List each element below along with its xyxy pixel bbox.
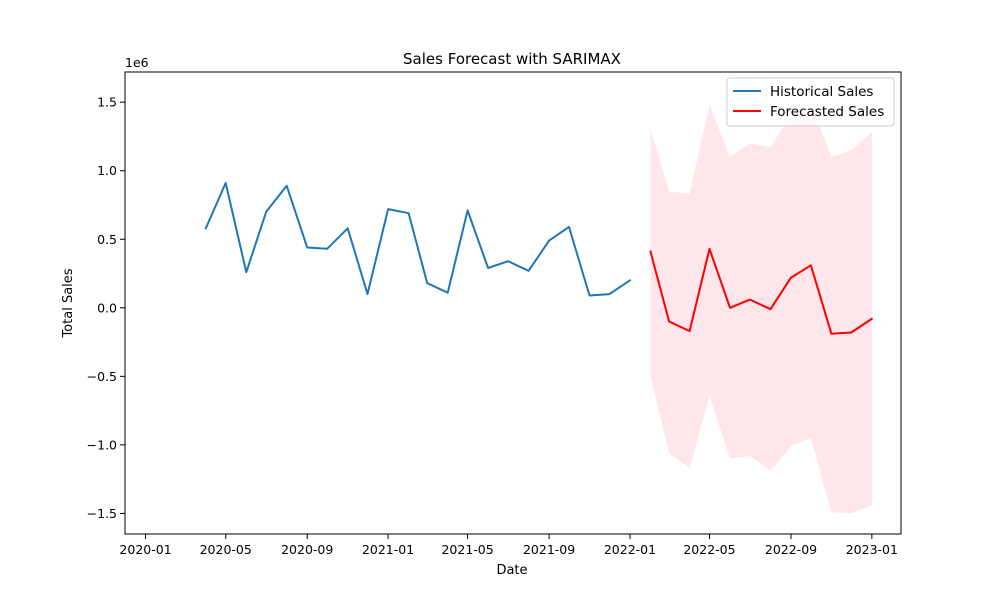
y-tick-label: 1.0 xyxy=(97,163,117,178)
x-tick-label: 2020-05 xyxy=(200,542,252,557)
x-tick-label: 2022-05 xyxy=(683,542,735,557)
x-tick-label: 2022-01 xyxy=(604,542,656,557)
plot-area-frame xyxy=(124,71,902,535)
confidence-band-layer xyxy=(650,104,872,514)
x-tick-label: 2023-01 xyxy=(846,542,898,557)
x-tick-label: 2022-09 xyxy=(765,542,817,557)
legend-box xyxy=(726,77,895,127)
x-tick-label: 2021-09 xyxy=(523,542,575,557)
y-tick-label: 0.5 xyxy=(97,232,117,247)
confidence-band xyxy=(650,104,872,514)
y-axis: 1.5 1.0 0.5 0.0 −0.5 −1.0 −1.5 xyxy=(87,95,125,521)
x-tick-label: 2021-01 xyxy=(362,542,414,557)
legend-label-historical: Historical Sales xyxy=(770,84,873,100)
historical-sales-line xyxy=(204,182,632,297)
y-tick-label: −0.5 xyxy=(87,369,117,384)
y-tick-label: −1.5 xyxy=(87,506,117,521)
forecasted-sales-line xyxy=(649,247,874,335)
y-tick-label: −1.0 xyxy=(87,437,117,452)
y-tick-label: 1.5 xyxy=(97,95,117,110)
x-tick-label: 2020-09 xyxy=(281,542,333,557)
y-tick-label: 0.0 xyxy=(97,300,117,315)
x-axis-title: Date xyxy=(496,563,527,578)
x-axis: 2020-01 2020-05 2020-09 2021-01 2021-05 2021-… xyxy=(119,534,898,557)
y-offset-label: 1e6 xyxy=(125,55,149,70)
legend-label-forecast: Forecasted Sales xyxy=(770,104,884,120)
chart-title: Sales Forecast with SARIMAX xyxy=(403,50,621,68)
legend: Historical Sales Forecasted Sales xyxy=(726,77,895,127)
x-tick-label: 2021-05 xyxy=(441,542,493,557)
y-axis-title: Total Sales xyxy=(61,268,76,338)
series-layer xyxy=(204,182,874,335)
x-tick-label: 2020-01 xyxy=(119,542,171,557)
